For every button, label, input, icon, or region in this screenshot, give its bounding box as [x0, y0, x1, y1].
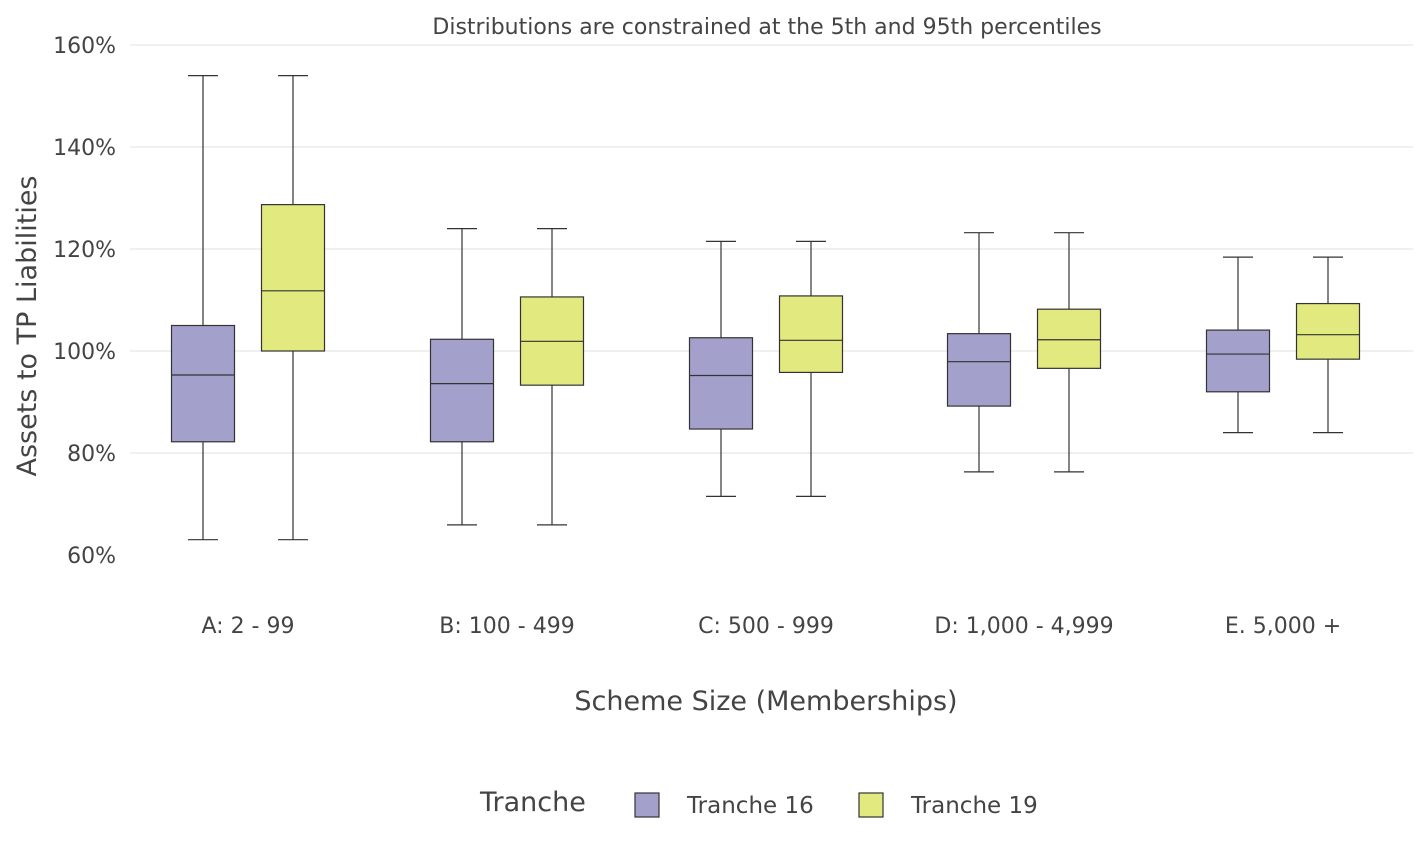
x-tick-label: B: 100 - 499: [439, 614, 574, 639]
box-tranche-19: [519, 228, 585, 526]
y-tick-label: 60%: [67, 544, 116, 569]
y-axis-ticks: 60% 80% 100% 120% 140% 160%: [53, 34, 116, 569]
y-tick-label: 80%: [67, 442, 116, 467]
legend-label: Tranche 16: [686, 793, 814, 819]
x-tick-label: D: 1,000 - 4,999: [934, 614, 1113, 639]
iqr-box: [946, 333, 1012, 407]
legend-title: Tranche: [479, 787, 586, 818]
y-axis-title: Assets to TP Liabilities: [12, 176, 43, 477]
legend-label: Tranche 19: [910, 793, 1038, 819]
x-axis-ticks: A: 2 - 99 B: 100 - 499 C: 500 - 999 D: 1,00…: [202, 614, 1342, 639]
legend-swatch: [858, 792, 884, 818]
box-tranche-19: [1036, 232, 1102, 473]
box-tranche-16: [946, 232, 1012, 473]
y-tick-label: 100%: [53, 340, 116, 365]
iqr-box: [170, 324, 236, 443]
plot-area: [170, 74, 1361, 541]
y-tick-label: 160%: [53, 34, 116, 59]
iqr-box: [688, 337, 754, 430]
legend-swatch: [634, 792, 660, 818]
y-tick-label: 140%: [53, 136, 116, 161]
box-tranche-16: [170, 74, 236, 541]
legend: Tranche Tranche 16 Tranche 19: [479, 787, 1038, 819]
iqr-box: [1036, 308, 1102, 369]
box-tranche-16: [1205, 256, 1271, 434]
box-tranche-16: [688, 240, 754, 497]
iqr-box: [778, 295, 844, 374]
grid-lines: [130, 44, 1413, 454]
x-tick-label: C: 500 - 999: [698, 614, 834, 639]
box-tranche-19: [1295, 256, 1361, 434]
box-tranche-19: [260, 74, 326, 541]
y-tick-label: 120%: [53, 238, 116, 263]
x-tick-label: E. 5,000 +: [1225, 614, 1341, 639]
iqr-box: [260, 204, 326, 352]
box-tranche-16: [429, 228, 495, 526]
chart-title: Distributions are constrained at the 5th…: [432, 15, 1101, 40]
iqr-box: [429, 338, 495, 443]
iqr-box: [1205, 329, 1271, 393]
x-axis-title: Scheme Size (Memberships): [574, 686, 957, 717]
box-tranche-19: [778, 240, 844, 497]
x-tick-label: A: 2 - 99: [202, 614, 295, 639]
iqr-box: [1295, 302, 1361, 360]
